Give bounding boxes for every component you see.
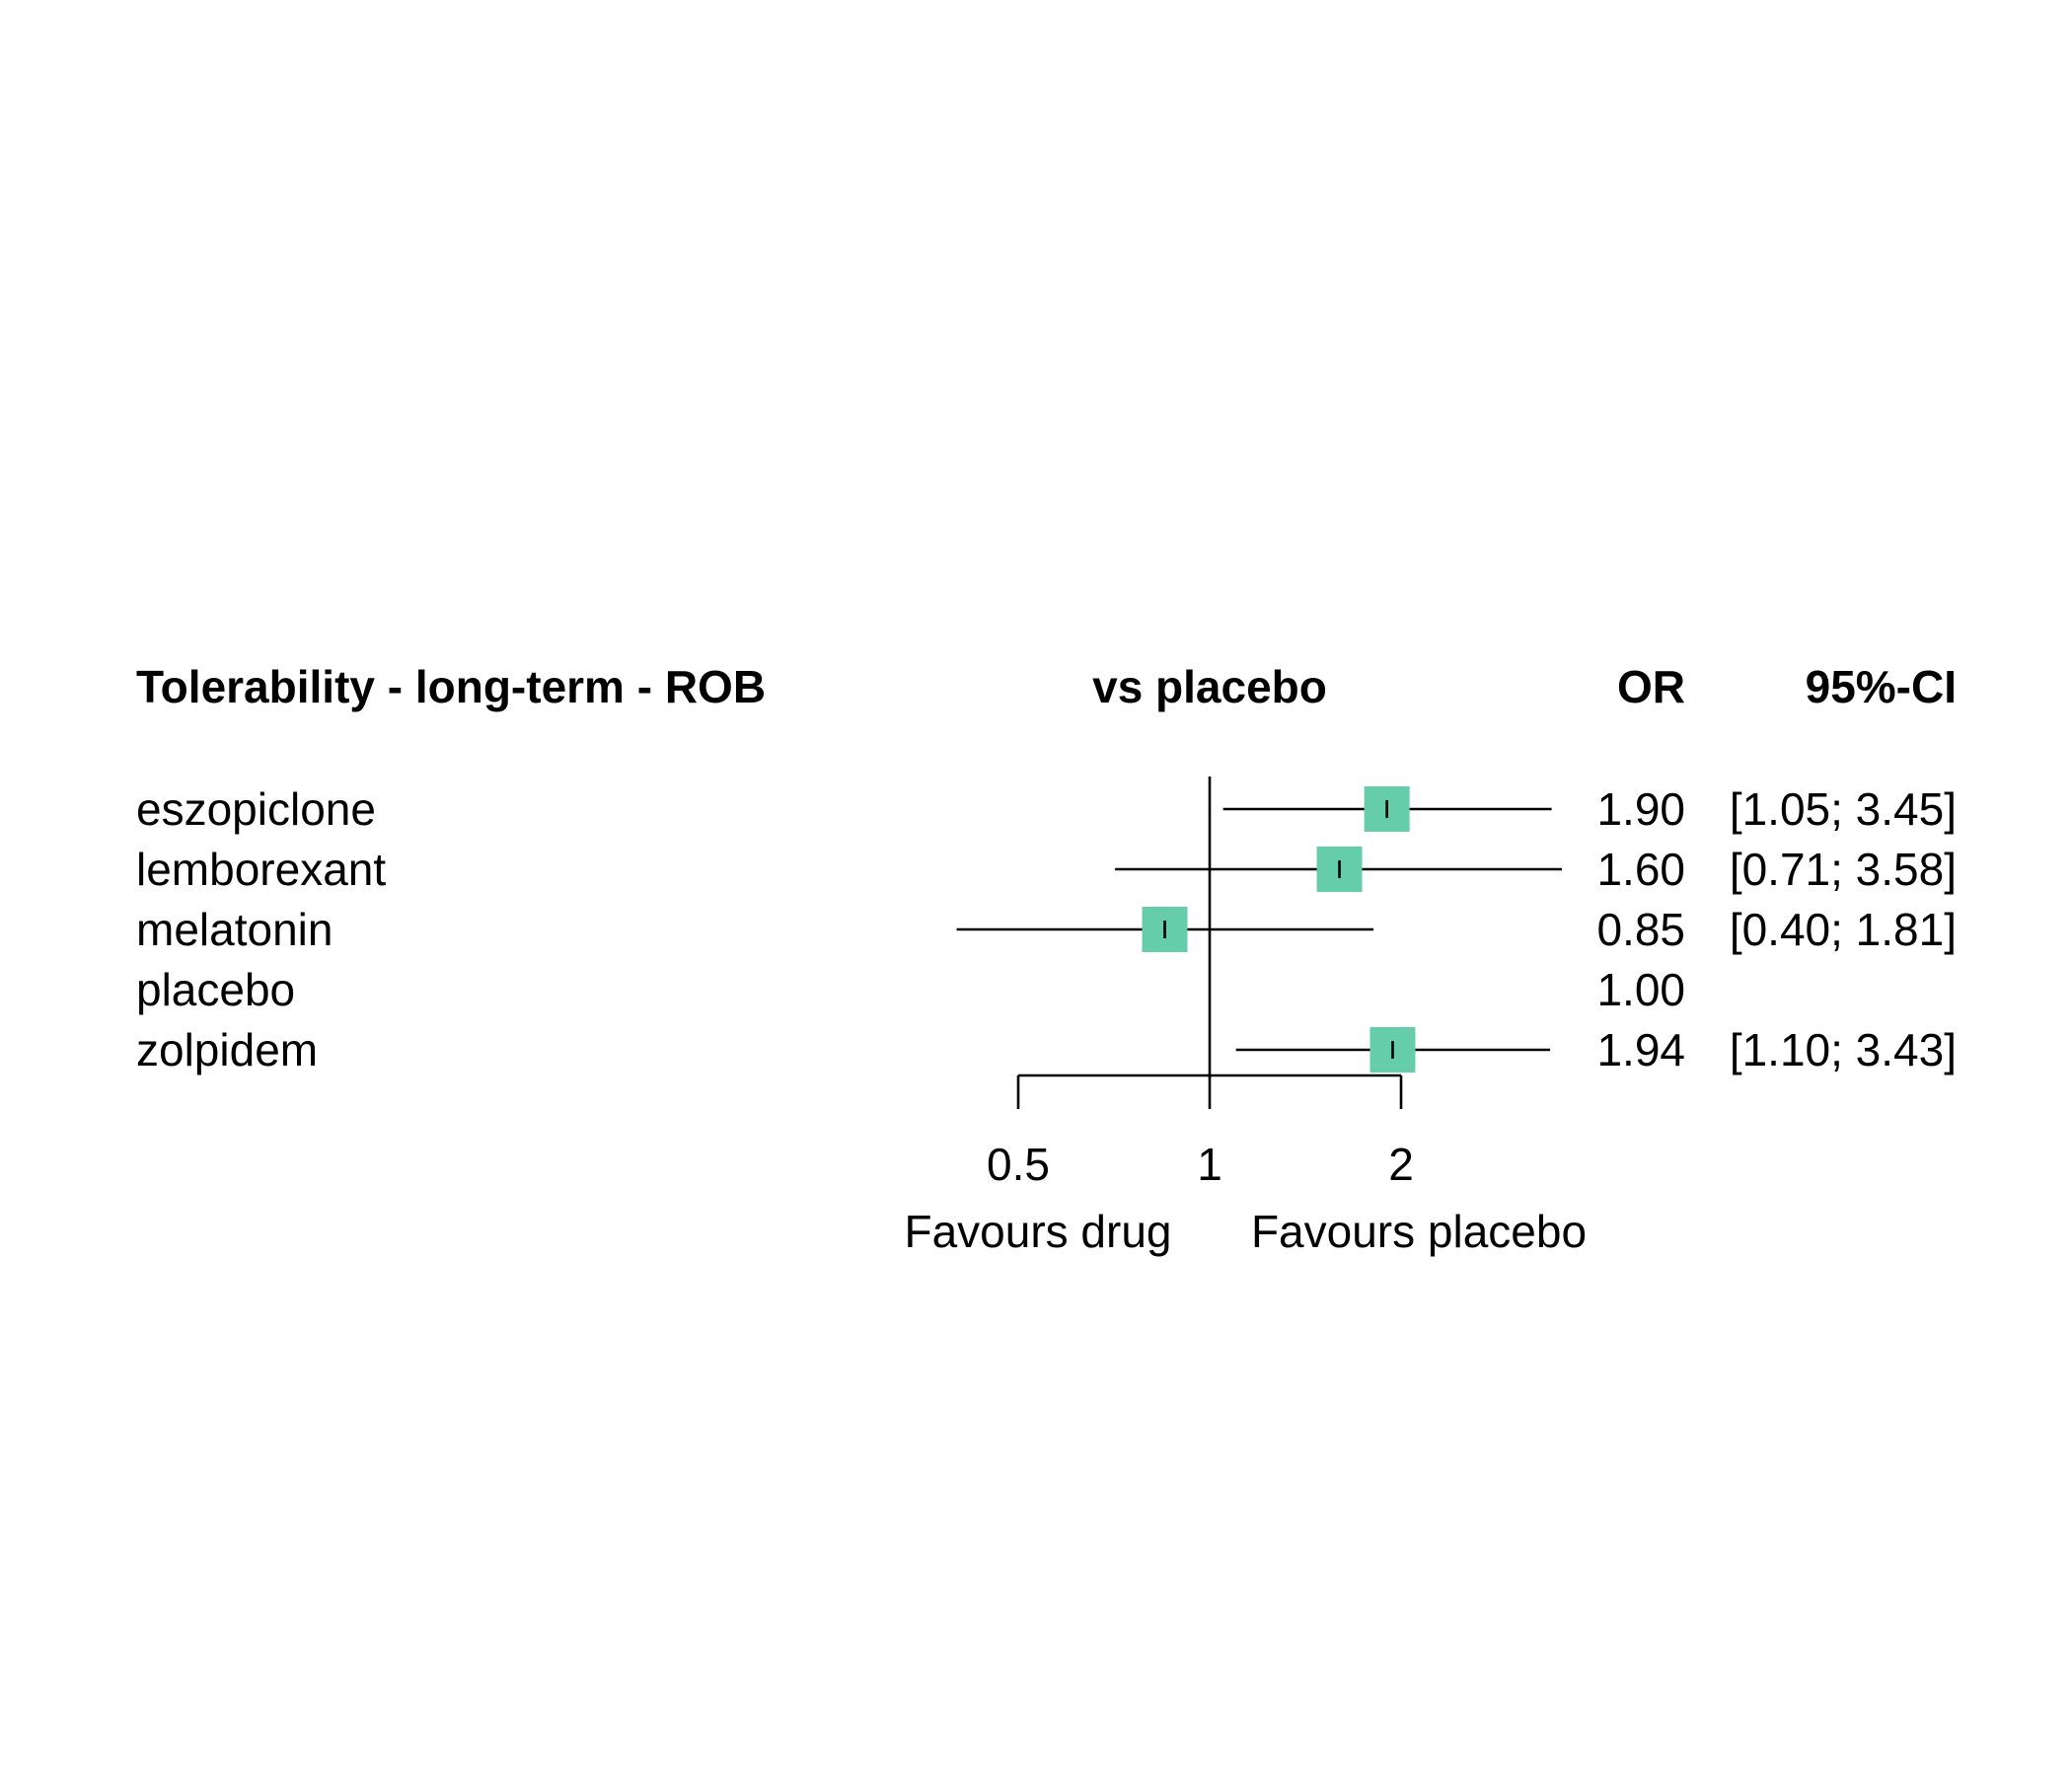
tick-label: 1 bbox=[1197, 1139, 1222, 1190]
study-name: placebo bbox=[136, 964, 295, 1015]
ci-value: [1.05; 3.45] bbox=[1730, 783, 1957, 835]
study-row: eszopiclone 1.90 [1.05; 3.45] bbox=[136, 783, 1957, 835]
ci-value: [1.10; 3.43] bbox=[1730, 1024, 1957, 1075]
study-name: zolpidem bbox=[136, 1024, 318, 1075]
study-row: lemborexant 1.60 [0.71; 3.58] bbox=[136, 844, 1957, 895]
or-value: 1.90 bbox=[1596, 783, 1685, 835]
tick-label: 2 bbox=[1388, 1139, 1414, 1190]
or-value: 0.85 bbox=[1596, 904, 1685, 955]
study-name: eszopiclone bbox=[136, 783, 376, 835]
plot-title: Tolerability - long-term - ROB bbox=[136, 661, 766, 712]
comparison-header: vs placebo bbox=[1092, 661, 1327, 712]
study-rows: eszopiclone 1.90 [1.05; 3.45] lemborexant 1.… bbox=[136, 777, 1957, 1078]
study-name: lemborexant bbox=[136, 844, 386, 895]
or-value: 1.94 bbox=[1596, 1024, 1685, 1075]
favours-placebo-label: Favours placebo bbox=[1251, 1206, 1587, 1257]
ci-value: [0.71; 3.58] bbox=[1730, 844, 1957, 895]
study-row: melatonin 0.85 [0.40; 1.81] bbox=[136, 904, 1957, 955]
or-header: OR bbox=[1617, 661, 1685, 712]
study-name: melatonin bbox=[136, 904, 333, 955]
x-axis: 0.5 1 2 bbox=[987, 1073, 1414, 1190]
tick-label: 0.5 bbox=[987, 1139, 1050, 1190]
ci-value: [0.40; 1.81] bbox=[1730, 904, 1957, 955]
or-value: 1.60 bbox=[1596, 844, 1685, 895]
favours-drug-label: Favours drug bbox=[904, 1206, 1171, 1257]
ci-header: 95%-CI bbox=[1806, 661, 1957, 712]
or-value: 1.00 bbox=[1596, 964, 1685, 1015]
study-row: placebo 1.00 bbox=[136, 964, 1685, 1015]
study-row: zolpidem 1.94 [1.10; 3.43] bbox=[136, 1024, 1957, 1075]
